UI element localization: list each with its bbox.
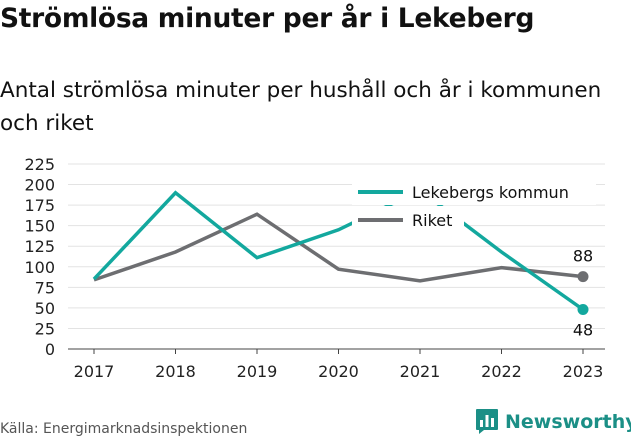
y-tick-label: 50 — [35, 299, 55, 318]
y-tick-label: 25 — [35, 319, 55, 338]
x-tick-label: 2021 — [400, 362, 441, 381]
source-note: Källa: Energimarknadsinspektionen — [0, 421, 248, 437]
data-label-end: 88 — [573, 247, 593, 266]
y-tick-label: 125 — [24, 237, 55, 256]
x-tick-label: 2020 — [318, 362, 359, 381]
legend-label: Lekebergs kommun — [412, 183, 569, 202]
series-end-point-riket — [577, 271, 589, 283]
x-tick-label: 2019 — [237, 362, 278, 381]
x-tick-label: 2022 — [481, 362, 522, 381]
brand-name: Newsworthy — [505, 410, 631, 433]
series-line-riket — [93, 212, 584, 283]
data-label-end: 48 — [573, 321, 593, 340]
x-tick-label: 2023 — [563, 362, 604, 381]
y-tick-label: 225 — [24, 155, 55, 174]
series-end-point-lekeberg — [577, 304, 589, 316]
x-tick-label: 2018 — [155, 362, 196, 381]
page-title: Strömlösa minuter per år i Lekeberg — [0, 3, 535, 34]
y-tick-label: 175 — [24, 196, 55, 215]
x-tick-label: 2017 — [74, 362, 115, 381]
y-tick-label: 150 — [24, 217, 55, 236]
page-subtitle: Antal strömlösa minuter per hushåll och … — [0, 78, 602, 136]
legend-label: Riket — [412, 211, 452, 230]
y-tick-label: 200 — [24, 176, 55, 195]
y-tick-label: 75 — [35, 278, 55, 297]
y-tick-label: 100 — [24, 258, 55, 277]
chart-series: 48 88 — [92, 188, 593, 340]
series-line-lekeberg — [92, 188, 585, 311]
y-tick-label: 0 — [45, 340, 55, 359]
bar-chart-speech-icon — [476, 409, 498, 434]
brand-logo-group: Newsworthy — [475, 408, 631, 435]
chart-legend: Lekebergs kommun Riket — [352, 178, 596, 233]
